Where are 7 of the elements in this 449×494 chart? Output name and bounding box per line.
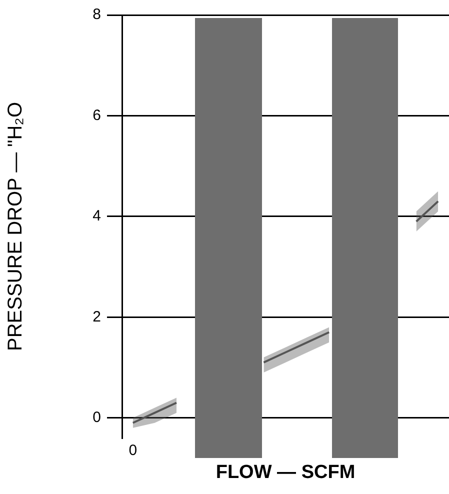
y-tick-label: 6 xyxy=(92,106,101,124)
y-axis-title: PRESSURE DROP — "H₂O xyxy=(4,102,27,351)
y-tick-label: 4 xyxy=(92,208,101,225)
y-tick-label: 2 xyxy=(92,308,101,326)
y-tick-label: 0 xyxy=(92,409,101,426)
x-axis-title: FLOW — SCFM xyxy=(216,462,356,483)
y-tick-label: 8 xyxy=(92,6,101,24)
